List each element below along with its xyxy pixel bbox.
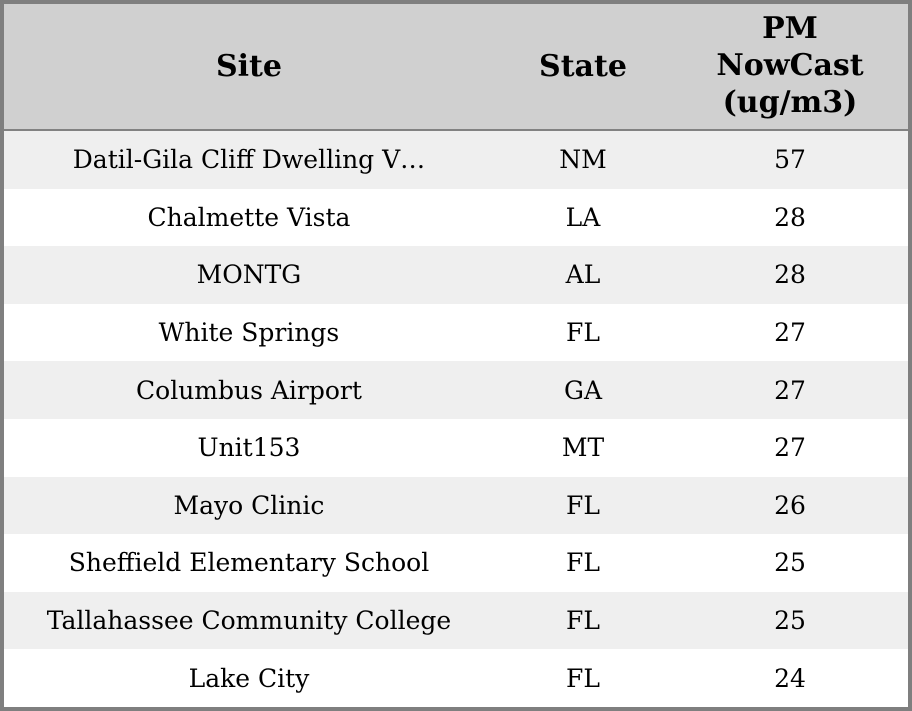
site-cell: MONTG bbox=[196, 260, 302, 290]
pm-value-cell: 57 bbox=[774, 145, 806, 175]
table-row: Columbus Airport GA 27 bbox=[4, 361, 908, 419]
pm-value-cell: 27 bbox=[774, 433, 806, 463]
state-cell: MT bbox=[561, 433, 605, 463]
site-cell: Tallahassee Community College bbox=[46, 606, 452, 636]
site-cell: Chalmette Vista bbox=[147, 202, 351, 232]
table-row: MONTG AL 28 bbox=[4, 246, 908, 304]
column-header-state: State bbox=[539, 49, 627, 84]
state-cell: GA bbox=[563, 375, 602, 405]
table-header-row: Site State PM NowCast (ug/m3) bbox=[4, 4, 908, 131]
site-cell: White Springs bbox=[158, 318, 340, 348]
pm-value-cell: 25 bbox=[774, 548, 806, 578]
table-row: Unit153 MT 27 bbox=[4, 418, 908, 477]
state-cell: FL bbox=[566, 548, 600, 578]
column-header-site: Site bbox=[215, 49, 282, 84]
table-row: Lake City FL 24 bbox=[4, 649, 908, 707]
table-row: White Springs FL 27 bbox=[4, 303, 908, 362]
site-cell: Lake City bbox=[188, 663, 310, 693]
column-header-pm-nowcast: PM NowCast (ug/m3) bbox=[716, 11, 864, 120]
pm-value-cell: 24 bbox=[774, 663, 806, 693]
table-row: Chalmette Vista LA 28 bbox=[4, 188, 908, 247]
pm-value-cell: 27 bbox=[774, 318, 806, 348]
table-row: Tallahassee Community College FL 25 bbox=[4, 591, 908, 650]
table-row: Mayo Clinic FL 26 bbox=[4, 476, 908, 535]
site-cell: Sheffield Elementary School bbox=[68, 548, 430, 578]
table-row: Datil-Gila Cliff Dwelling V… NM 57 bbox=[4, 131, 908, 189]
pm-value-cell: 25 bbox=[774, 606, 806, 636]
pm-value-cell: 27 bbox=[774, 375, 806, 405]
pm-value-cell: 28 bbox=[774, 202, 806, 232]
table-row: Sheffield Elementary School FL 25 bbox=[4, 534, 908, 592]
state-cell: FL bbox=[566, 663, 600, 693]
state-cell: LA bbox=[565, 202, 601, 232]
table-body: Datil-Gila Cliff Dwelling V… NM 57 Chalm… bbox=[4, 131, 908, 707]
site-cell: Mayo Clinic bbox=[173, 490, 325, 520]
state-cell: NM bbox=[559, 145, 607, 175]
site-cell: Columbus Airport bbox=[136, 375, 362, 405]
state-cell: AL bbox=[565, 260, 601, 290]
site-cell: Datil-Gila Cliff Dwelling V… bbox=[72, 145, 426, 175]
site-cell: Unit153 bbox=[197, 433, 301, 463]
pm-value-cell: 28 bbox=[774, 260, 806, 290]
pm-value-cell: 26 bbox=[774, 490, 806, 520]
state-cell: FL bbox=[566, 490, 600, 520]
state-cell: FL bbox=[566, 606, 600, 636]
state-cell: FL bbox=[566, 318, 600, 348]
